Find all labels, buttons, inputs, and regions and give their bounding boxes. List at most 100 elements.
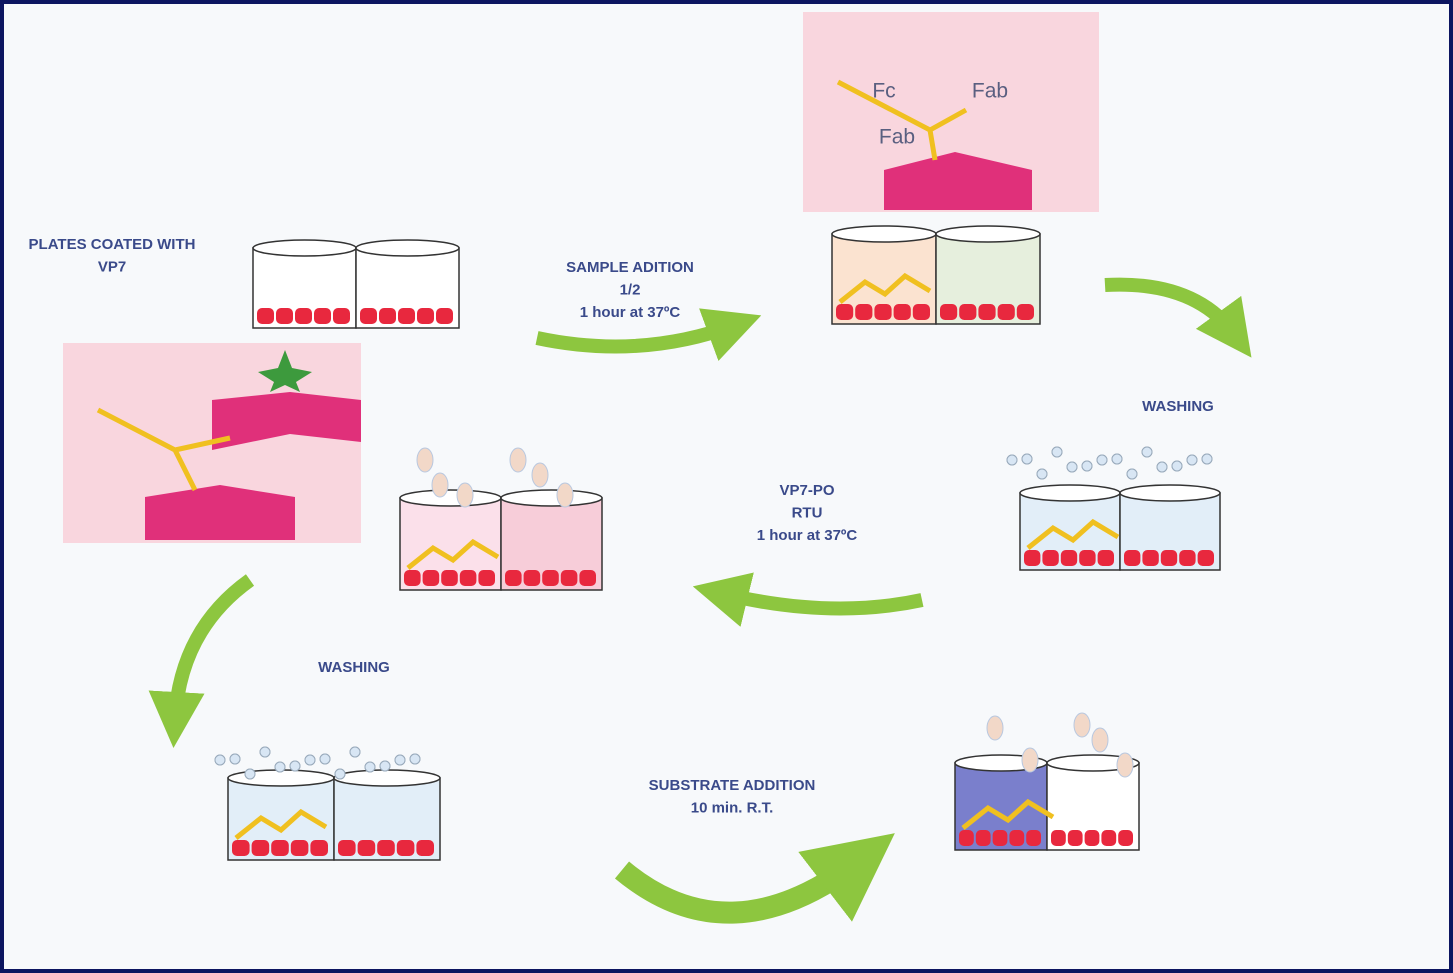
well-rim (333, 769, 441, 787)
bubble (319, 753, 331, 765)
well-rim (252, 239, 357, 257)
well-rim (1019, 484, 1121, 502)
arrow (148, 574, 255, 748)
coated-antigen (855, 304, 873, 320)
coated-antigen (1026, 830, 1041, 846)
bubble (1126, 468, 1138, 480)
coated-antigen (992, 830, 1008, 846)
coated-antigen (360, 308, 377, 324)
bubble (1171, 460, 1183, 472)
coated-antigen (338, 840, 356, 856)
arrow (614, 833, 895, 924)
well-rim (935, 225, 1041, 243)
step-label: 1/2 (620, 281, 641, 298)
bubble (304, 754, 316, 766)
coated-antigen (404, 570, 421, 586)
arrow (535, 308, 762, 361)
coated-antigen (1079, 550, 1096, 566)
bubble (1141, 446, 1153, 458)
coated-antigen (232, 840, 250, 856)
coated-antigen (478, 570, 495, 586)
coated-antigen (1051, 830, 1066, 846)
coated-antigen (1060, 550, 1078, 566)
coated-antigen (1160, 550, 1178, 566)
coated-antigen (1067, 830, 1083, 846)
bubble (394, 754, 406, 766)
antigen (145, 485, 295, 540)
antibody-label: Fab (972, 80, 1008, 103)
coated-antigen (975, 830, 991, 846)
coated-antigen (579, 570, 596, 586)
coated-antigen (295, 308, 312, 324)
well-rim (355, 239, 460, 257)
bubble (244, 768, 256, 780)
bubble (1111, 453, 1123, 465)
coated-antigen (398, 308, 415, 324)
coated-antigen (416, 840, 434, 856)
drop (531, 462, 549, 488)
coated-antigen (257, 308, 274, 324)
bubble (1186, 454, 1198, 466)
coated-antigen (959, 304, 977, 320)
bubble (289, 760, 301, 772)
antibody-label: Fc (872, 80, 895, 103)
antibody (836, 79, 968, 161)
coated-antigen (417, 308, 434, 324)
bubble (1066, 461, 1078, 473)
coated-antigen (1124, 550, 1141, 566)
coated-antigen (333, 308, 350, 324)
bubble (274, 761, 286, 773)
coated-antigen (314, 308, 331, 324)
coated-antigen (276, 308, 293, 324)
step-label: 10 min. R.T. (691, 799, 774, 816)
bubble (364, 761, 376, 773)
well-rim (1046, 754, 1140, 772)
coated-antigen (1042, 550, 1059, 566)
coated-antigen (290, 840, 309, 856)
coated-antigen (542, 570, 559, 586)
antibody (96, 407, 231, 492)
coated-antigen (997, 304, 1015, 320)
arrow (692, 572, 924, 627)
coated-antigen (251, 840, 270, 856)
coated-antigen (1101, 830, 1117, 846)
step-label: RTU (792, 504, 823, 521)
coated-antigen (912, 304, 930, 320)
bound-antibody (406, 538, 500, 570)
well-rim (1119, 484, 1221, 502)
coated-antigen (836, 304, 854, 320)
bubble (259, 746, 271, 758)
step-label: SUBSTRATE ADDITION (649, 777, 816, 794)
bubble (1081, 460, 1093, 472)
step-label: PLATES COATED WITH (29, 236, 196, 253)
bubble (1201, 453, 1213, 465)
well-rim (399, 489, 502, 507)
bubble (1156, 461, 1168, 473)
drop (431, 472, 449, 498)
step-label: VP7-PO (779, 482, 834, 499)
coated-antigen (459, 570, 477, 586)
coated-antigen (357, 840, 376, 856)
step-label: WASHING (1142, 398, 1214, 415)
drop (509, 447, 527, 473)
bubble (1051, 446, 1063, 458)
arrow (1104, 277, 1252, 358)
drop (1073, 712, 1091, 738)
bubble (214, 754, 226, 766)
coated-antigen (1097, 550, 1114, 566)
bound-antibody (234, 808, 328, 840)
step-label: WASHING (318, 659, 390, 676)
drop (1091, 727, 1109, 753)
coated-antigen (1142, 550, 1159, 566)
coated-antigen (441, 570, 458, 586)
coated-antigen (396, 840, 415, 856)
coated-antigen (959, 830, 974, 846)
bubble (349, 746, 361, 758)
coated-antigen (377, 840, 395, 856)
coated-antigen (940, 304, 958, 320)
enzyme-star (258, 350, 312, 392)
bubble (1036, 468, 1048, 480)
bubble (1096, 454, 1108, 466)
